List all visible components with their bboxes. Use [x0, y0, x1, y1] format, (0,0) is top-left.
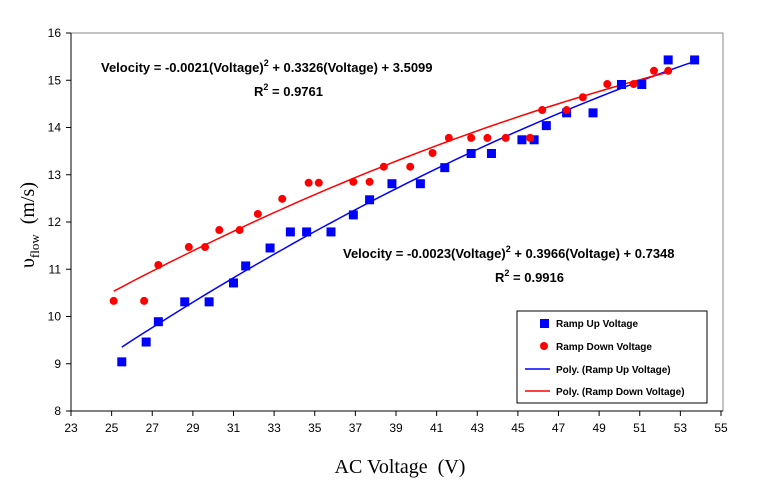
x-tick-label: 25: [105, 421, 119, 435]
point-ramp-down: [428, 149, 437, 158]
x-tick-label: 29: [186, 421, 200, 435]
y-tick-label: 9: [54, 357, 61, 371]
point-ramp-up: [415, 179, 425, 189]
x-tick-label: 53: [674, 421, 688, 435]
point-ramp-up: [440, 163, 450, 173]
point-ramp-up: [241, 261, 251, 271]
point-ramp-down: [215, 226, 224, 235]
r2-ramp-down: R2 = 0.9761: [254, 82, 323, 99]
x-tick-label: 27: [146, 421, 160, 435]
point-ramp-down: [578, 93, 587, 102]
legend-ramp-up: Ramp Up Voltage: [556, 319, 638, 330]
point-ramp-up: [153, 317, 163, 327]
point-ramp-up: [302, 227, 312, 237]
y-tick-label: 10: [48, 310, 62, 324]
y-tick-label: 15: [48, 73, 62, 87]
x-tick-label: 43: [471, 421, 485, 435]
equation-ramp-up: Velocity = -0.0023(Voltage)2 + 0.3966(Vo…: [343, 244, 675, 261]
point-ramp-up: [663, 55, 673, 65]
point-ramp-up: [229, 278, 238, 288]
point-ramp-down: [379, 162, 388, 171]
point-ramp-up: [466, 148, 476, 158]
x-tick-label: 47: [552, 421, 566, 435]
point-ramp-down: [253, 209, 262, 218]
x-tick-label: 37: [349, 421, 363, 435]
x-tick-label: 51: [633, 421, 647, 435]
trendline-ramp-up: [121, 60, 695, 348]
point-ramp-up: [141, 337, 151, 347]
point-ramp-down: [109, 296, 118, 305]
y-tick-label: 8: [54, 404, 61, 418]
point-ramp-down: [467, 133, 476, 142]
point-ramp-down: [140, 296, 149, 305]
x-tick-label: 23: [64, 421, 78, 435]
point-ramp-up: [690, 55, 700, 65]
x-tick-label: 41: [430, 421, 444, 435]
point-ramp-down: [483, 133, 492, 142]
point-ramp-down: [629, 80, 638, 89]
point-ramp-down: [649, 66, 658, 75]
point-ramp-up: [326, 227, 336, 237]
x-tick-label: 31: [227, 421, 241, 435]
x-tick-label: 39: [389, 421, 403, 435]
y-axis-label: υflow(m/s): [17, 182, 42, 268]
point-ramp-down: [184, 243, 193, 252]
point-ramp-down: [526, 133, 535, 142]
point-ramp-down: [278, 194, 287, 203]
point-ramp-down: [154, 260, 163, 269]
point-ramp-up: [529, 135, 539, 145]
point-ramp-up: [204, 297, 214, 307]
point-ramp-down: [349, 177, 358, 186]
point-ramp-down: [603, 80, 612, 89]
point-ramp-down: [538, 106, 547, 115]
point-ramp-up: [517, 135, 527, 145]
point-ramp-up: [180, 297, 190, 307]
point-ramp-down: [304, 178, 313, 187]
point-ramp-up: [265, 243, 275, 253]
legend: Ramp Up Voltage Ramp Down Voltage Poly. …: [516, 310, 708, 404]
x-tick-label: 35: [308, 421, 322, 435]
legend-circle-marker: [540, 342, 548, 350]
point-ramp-up: [637, 80, 647, 90]
x-tick-label: 45: [511, 421, 525, 435]
r2-ramp-up: R2 = 0.9916: [495, 268, 564, 285]
point-ramp-down: [501, 133, 510, 142]
y-tick-label: 12: [48, 215, 62, 229]
equation-ramp-down: Velocity = -0.0021(Voltage)2 + 0.3326(Vo…: [101, 58, 433, 75]
legend-square-marker: [540, 319, 549, 328]
point-ramp-down: [314, 178, 323, 187]
point-ramp-up: [348, 210, 358, 220]
point-ramp-down: [365, 177, 374, 186]
legend-poly-down: Poly. (Ramp Down Voltage): [556, 387, 685, 398]
y-tick-label: 16: [48, 26, 62, 40]
x-axis-label: AC Voltage (V): [335, 456, 466, 478]
x-tick-label: 33: [267, 421, 281, 435]
y-tick-label: 13: [48, 168, 62, 182]
point-ramp-down: [444, 133, 453, 142]
point-ramp-up: [616, 80, 626, 90]
x-tick-label: 49: [592, 421, 606, 435]
point-ramp-down: [201, 243, 210, 252]
point-ramp-up: [117, 357, 127, 367]
point-ramp-up: [365, 195, 375, 205]
legend-ramp-down: Ramp Down Voltage: [556, 342, 652, 353]
point-ramp-up: [387, 179, 397, 189]
point-ramp-down: [562, 106, 571, 115]
point-ramp-down: [406, 162, 415, 171]
y-tick-label: 14: [48, 121, 62, 135]
point-ramp-up: [588, 108, 598, 118]
point-ramp-up: [541, 121, 551, 131]
point-ramp-up: [285, 227, 295, 237]
point-ramp-down: [235, 226, 244, 235]
x-tick-label: 55: [714, 421, 728, 435]
legend-poly-up: Poly. (Ramp Up Voltage): [556, 365, 671, 376]
point-ramp-up: [486, 148, 496, 158]
y-tick-label: 11: [49, 262, 62, 276]
point-ramp-down: [664, 66, 673, 75]
